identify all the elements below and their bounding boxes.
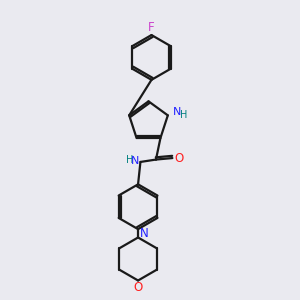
- Text: O: O: [134, 280, 143, 294]
- Text: F: F: [148, 21, 155, 34]
- Text: H: H: [180, 110, 188, 120]
- Text: N: N: [140, 227, 149, 240]
- Text: H: H: [127, 155, 134, 165]
- Text: O: O: [174, 152, 184, 165]
- Text: N: N: [130, 156, 139, 166]
- Text: N: N: [173, 107, 182, 117]
